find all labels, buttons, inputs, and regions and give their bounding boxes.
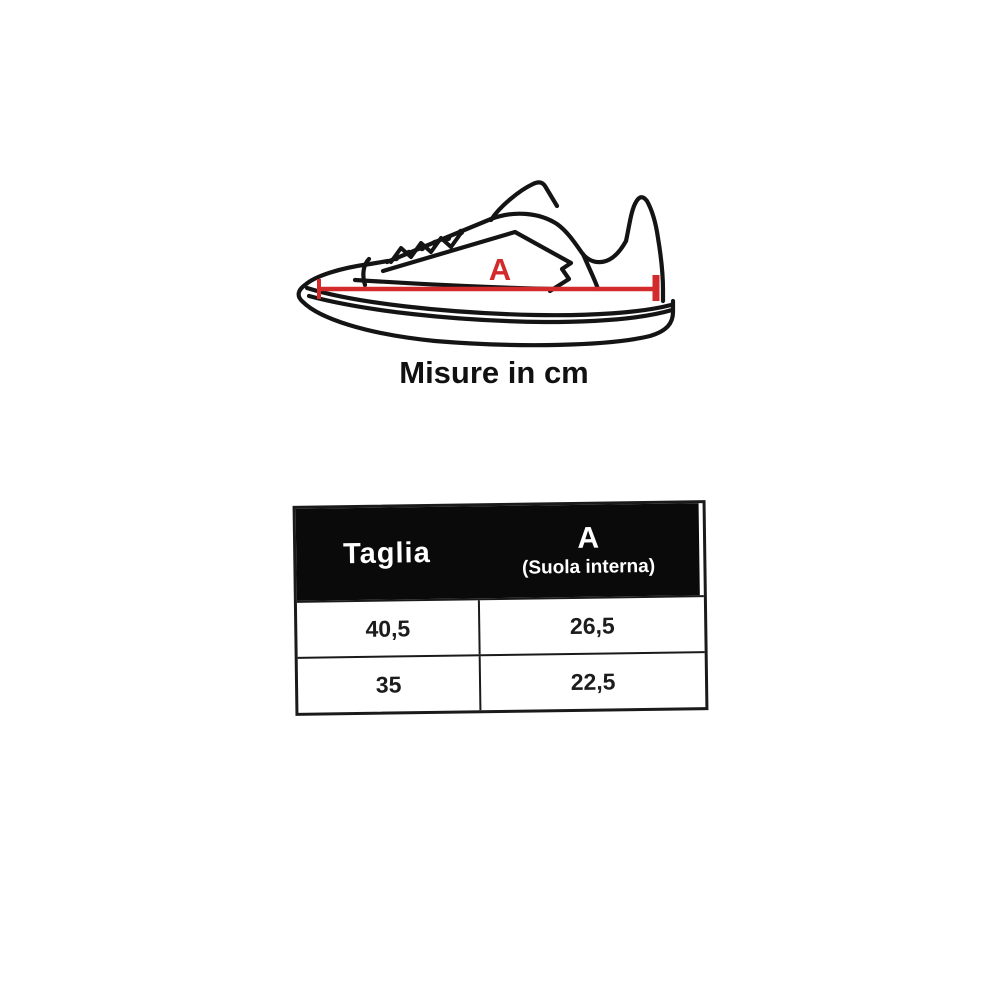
header-cell-measure: A (Suola interna) bbox=[477, 503, 700, 598]
units-caption: Misure in cm bbox=[399, 355, 589, 390]
table-row: 35 22,5 bbox=[297, 651, 706, 713]
measure-column-label: A bbox=[577, 521, 600, 555]
size-value: 40,5 bbox=[296, 600, 481, 657]
measure-column-sublabel: (Suola interna) bbox=[521, 555, 656, 579]
measurement-label: A bbox=[489, 252, 511, 287]
measure-value: 26,5 bbox=[569, 611, 615, 639]
lace-knots-icon bbox=[392, 228, 465, 262]
size-column-label: Taglia bbox=[342, 536, 431, 570]
sneaker-outline-icon: A bbox=[296, 180, 676, 348]
size-table: Taglia A (Suola interna) 40,5 26,5 35 22… bbox=[292, 500, 709, 716]
shoe-diagram: A bbox=[295, 158, 693, 360]
header-cell-size: Taglia bbox=[296, 506, 479, 601]
measure-value: 22,5 bbox=[570, 667, 616, 695]
table-row: 40,5 26,5 bbox=[296, 595, 705, 657]
measurement-line: A bbox=[317, 252, 660, 301]
size-table-header: Taglia A (Suola interna) bbox=[295, 503, 700, 601]
size-value: 35 bbox=[297, 656, 482, 713]
